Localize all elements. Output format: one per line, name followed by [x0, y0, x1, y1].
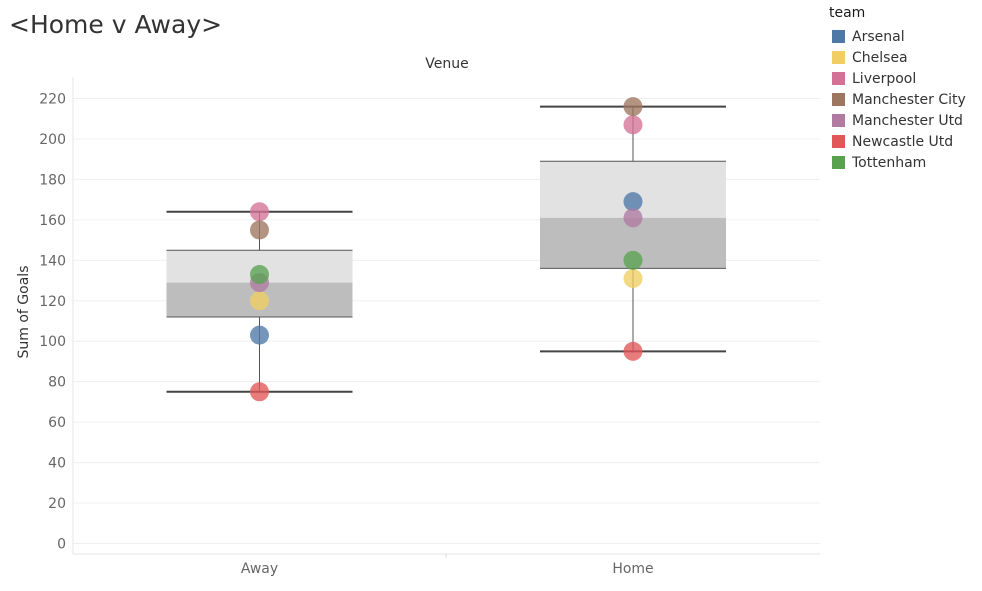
y-tick-label: 40 [48, 456, 66, 472]
legend-item[interactable]: Liverpool [829, 68, 966, 89]
y-tick-label: 120 [39, 294, 66, 310]
y-tick-label: 200 [39, 132, 66, 148]
data-point [623, 341, 643, 361]
legend-swatch [832, 30, 845, 43]
column-header-venue: Venue [425, 56, 468, 72]
data-point [250, 382, 269, 402]
legend-item[interactable]: Tottenham [829, 152, 966, 173]
legend-label: Liverpool [852, 70, 917, 87]
legend-item[interactable]: Manchester City [829, 89, 966, 110]
data-point [250, 202, 269, 222]
y-tick-label: 180 [39, 172, 66, 188]
legend-swatch [832, 135, 845, 148]
legend-title: team [829, 5, 866, 21]
y-tick-label: 160 [39, 213, 66, 229]
data-point [250, 264, 269, 284]
legend-items: Arsenal Chelsea Liverpool Manchester City Ma… [829, 26, 966, 173]
data-point [623, 115, 643, 135]
legend-label: Tottenham [852, 154, 927, 171]
legend-label: Arsenal [852, 28, 905, 45]
y-tick-label: 60 [48, 415, 66, 431]
legend: team Arsenal Chelsea Liverpool Manchester C… [829, 5, 966, 173]
data-point [623, 208, 643, 228]
sheet-title: <Home v Away> [9, 10, 223, 39]
data-point [623, 192, 643, 212]
data-point [250, 220, 269, 240]
legend-swatch [832, 51, 845, 64]
y-tick-label: 220 [39, 92, 66, 108]
x-category-label: Away [241, 561, 278, 577]
legend-swatch [832, 114, 845, 127]
y-tick-label: 0 [57, 537, 66, 553]
legend-item[interactable]: Arsenal [829, 26, 966, 47]
y-tick-label: 100 [39, 334, 66, 350]
data-point [623, 97, 643, 117]
legend-swatch [832, 156, 845, 169]
legend-item[interactable]: Manchester Utd [829, 110, 966, 131]
y-tick-label: 80 [48, 375, 66, 391]
legend-label: Chelsea [852, 49, 908, 66]
legend-label: Manchester Utd [852, 112, 963, 129]
legend-label: Manchester City [852, 91, 966, 108]
x-category-label: Home [612, 561, 653, 577]
data-point [250, 325, 269, 345]
legend-label: Newcastle Utd [852, 133, 954, 150]
legend-item[interactable]: Newcastle Utd [829, 131, 966, 152]
y-axis-title: Sum of Goals [16, 266, 32, 359]
data-point [250, 291, 269, 311]
y-tick-label: 140 [39, 253, 66, 269]
y-tick-label: 20 [48, 496, 66, 512]
data-point [623, 250, 643, 270]
legend-swatch [832, 93, 845, 106]
data-point [623, 269, 643, 289]
legend-swatch [832, 72, 845, 85]
legend-item[interactable]: Chelsea [829, 47, 966, 68]
